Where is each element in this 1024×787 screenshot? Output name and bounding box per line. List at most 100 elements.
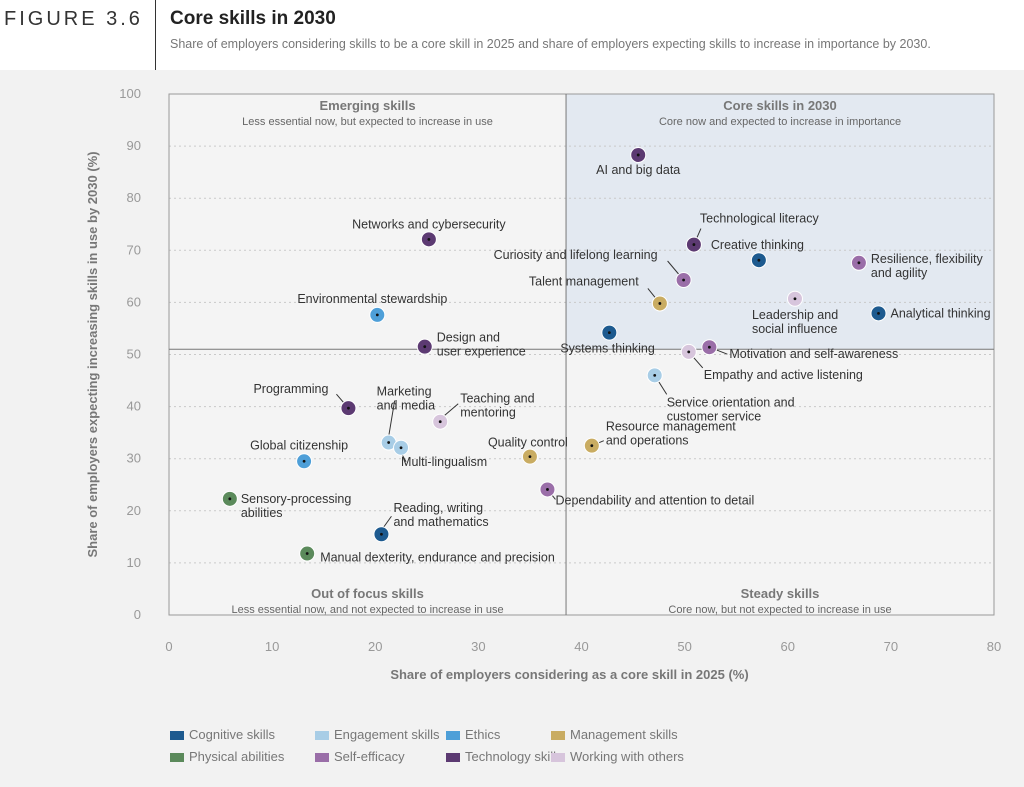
legend-item: Working with others: [551, 749, 684, 764]
y-tick-label: 40: [127, 399, 141, 414]
point-label: Design and user experience: [437, 331, 526, 359]
point-label: Technological literacy: [700, 212, 820, 226]
data-point-center: [653, 373, 657, 377]
point-label: Empathy and active listening: [704, 368, 863, 382]
data-point-center: [658, 302, 662, 305]
data-point-center: [347, 406, 350, 410]
point-label: Dependability and attention to detail: [555, 493, 754, 507]
data-point-center: [438, 420, 442, 424]
figure-title: Core skills in 2030: [170, 8, 336, 29]
data-point-center: [375, 313, 379, 317]
x-tick-label: 80: [987, 639, 1001, 654]
data-point-center: [636, 153, 640, 157]
data-point-center: [380, 532, 383, 536]
quadrant-title-core: Core skills in 2030: [723, 98, 836, 113]
x-tick-label: 60: [781, 639, 795, 654]
point-label: Resilience, flexibility and agility: [871, 252, 984, 280]
core-quadrant-background: [566, 94, 994, 350]
header-divider: [155, 0, 156, 70]
point-label: AI and big data: [596, 163, 680, 177]
y-axis-label: Share of employers expecting increasing …: [85, 151, 100, 557]
legend-item: Technology skills: [446, 749, 563, 764]
legend-swatch: [551, 731, 565, 741]
data-point-center: [607, 331, 611, 335]
data-point-center: [687, 350, 691, 354]
data-point-center: [857, 261, 861, 265]
legend-label: Physical abilities: [189, 749, 285, 764]
figure-header: FIGURE 3.6 Core skills in 2030 Share of …: [0, 0, 1024, 70]
point-label: Analytical thinking: [891, 306, 991, 320]
quadrant-subtitle-out-of-focus: Less essential now, and not expected to …: [231, 604, 503, 616]
x-tick-label: 70: [884, 639, 898, 654]
scatter-chart: 0 10 20 30 40 50 60 70 80 90 100 0 10 20 30 40 50 60 70 80 E…: [85, 86, 1001, 682]
point-label: Systems thinking: [560, 342, 655, 356]
legend-item: Ethics: [446, 727, 500, 742]
point-label: Manual dexterity, endurance and precisio…: [320, 551, 555, 565]
legend-item: Physical abilities: [170, 749, 284, 764]
point-label: Talent management: [529, 274, 639, 288]
data-point-center: [399, 446, 403, 450]
legend-item: Management skills: [551, 727, 678, 742]
y-tick-label: 80: [127, 190, 141, 205]
legend-swatch: [315, 731, 329, 741]
y-tick-label: 100: [119, 86, 141, 101]
x-tick-label: 20: [368, 639, 382, 654]
point-label: Teaching and mentoring: [460, 392, 534, 420]
point-label: Sensory-processing abilities: [241, 492, 352, 520]
point-label: Marketing and media: [377, 385, 435, 413]
point-label: Environmental stewardship: [297, 292, 447, 306]
point-label: Creative thinking: [711, 238, 804, 252]
legend-swatch: [446, 753, 460, 763]
quadrant-title-emerging: Emerging skills: [319, 98, 415, 113]
data-point-center: [528, 455, 532, 459]
y-tick-label: 70: [127, 242, 141, 257]
data-point-center: [877, 311, 880, 315]
point-label: Resource management and operations: [606, 420, 736, 448]
data-point-center: [692, 243, 696, 246]
point-label: Reading, writing and mathematics: [393, 501, 488, 529]
legend-label: Engagement skills: [334, 727, 440, 742]
data-point-center: [423, 345, 427, 349]
x-axis-label: Share of employers considering as a core…: [390, 667, 748, 682]
figure-subtitle: Share of employers considering skills to…: [170, 37, 931, 51]
legend-swatch: [446, 731, 460, 741]
legend-label: Technology skills: [465, 749, 563, 764]
point-label: Programming: [253, 382, 328, 396]
point-label: Quality control: [488, 436, 568, 450]
legend-item: Self-efficacy: [315, 749, 405, 764]
leader-line: [443, 403, 459, 417]
data-point-center: [427, 237, 431, 241]
y-tick-label: 50: [127, 347, 141, 362]
point-label: Motivation and self-awareness: [729, 347, 898, 361]
legend-label: Cognitive skills: [189, 727, 275, 742]
x-tick-label: 30: [471, 639, 485, 654]
data-point-center: [387, 441, 391, 444]
y-tick-label: 10: [127, 555, 141, 570]
y-tick-label: 30: [127, 451, 141, 466]
point-label: Service orientation and customer service: [667, 395, 795, 423]
data-point-center: [707, 345, 711, 349]
data-point-center: [305, 552, 309, 555]
legend-swatch: [551, 753, 565, 763]
legend-swatch: [170, 753, 184, 763]
quadrant-title-steady: Steady skills: [741, 586, 820, 601]
quadrant-subtitle-emerging: Less essential now, but expected to incr…: [242, 116, 493, 128]
legend-item: Cognitive skills: [170, 727, 275, 742]
data-point-center: [793, 297, 797, 301]
leader-line: [388, 400, 396, 437]
data-point-center: [757, 258, 761, 262]
quadrant-subtitle-steady: Core now, but not expected to increase i…: [668, 604, 891, 616]
legend-swatch: [170, 731, 184, 741]
data-point-center: [546, 488, 549, 491]
point-label: Curiosity and lifelong learning: [494, 248, 658, 262]
legend-label: Self-efficacy: [334, 749, 405, 764]
quadrant-title-out-of-focus: Out of focus skills: [311, 586, 424, 601]
y-tick-label: 20: [127, 503, 141, 518]
legend-label: Working with others: [570, 749, 684, 764]
x-tick-label: 10: [265, 639, 279, 654]
point-label: Global citizenship: [250, 438, 348, 452]
data-point-center: [590, 444, 594, 448]
x-tick-label: 0: [165, 639, 172, 654]
data-point-center: [302, 459, 306, 463]
plot-frame: [168, 93, 995, 616]
